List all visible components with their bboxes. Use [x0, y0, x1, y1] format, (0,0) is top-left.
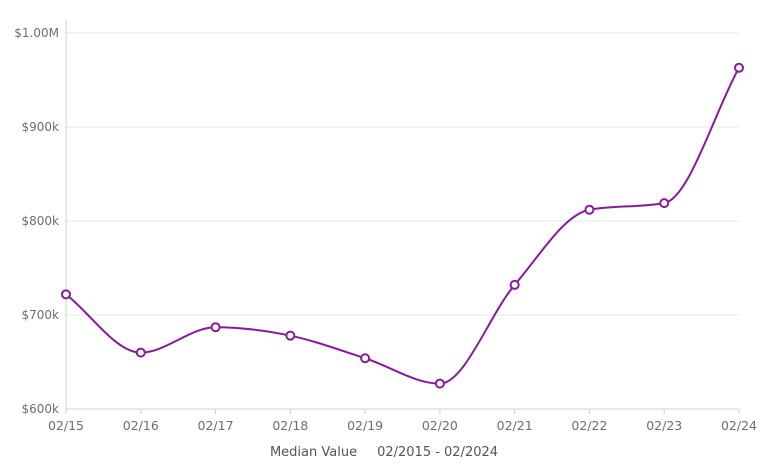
y-axis-ticks: $600k $700k $800k $900k $1.00M — [14, 26, 59, 416]
y-tick-label: $700k — [22, 308, 60, 322]
x-tick-label: 02/18 — [272, 418, 308, 433]
x-tick-label: 02/19 — [347, 418, 383, 433]
data-point[interactable] — [135, 347, 146, 358]
legend-range-label: 02/2015 - 02/2024 — [377, 445, 499, 460]
x-tick-label: 02/16 — [123, 418, 159, 433]
data-point[interactable] — [659, 198, 670, 209]
x-tick-label: 02/21 — [497, 418, 533, 433]
median-value-line — [65, 67, 740, 385]
x-tick-label: 02/15 — [48, 418, 84, 433]
data-point[interactable] — [285, 330, 296, 341]
gridlines — [66, 32, 739, 316]
data-point[interactable] — [210, 322, 221, 333]
x-tick-label: 02/22 — [571, 418, 607, 433]
y-tick-label: $600k — [22, 402, 60, 416]
x-tick-label: 02/20 — [422, 418, 458, 433]
x-tick-label: 02/17 — [198, 418, 234, 433]
data-point[interactable] — [509, 279, 520, 290]
y-tick-label: $800k — [22, 214, 60, 228]
chart-legend: Median Value 02/2015 - 02/2024 — [0, 445, 768, 460]
x-axis-ticks: 02/15 02/16 02/17 02/18 02/19 02/20 02/21 02/22… — [48, 409, 757, 433]
data-points — [61, 62, 744, 389]
data-point[interactable] — [360, 353, 371, 364]
x-tick-label: 02/24 — [721, 418, 757, 433]
x-tick-label: 02/23 — [646, 418, 682, 433]
legend-series-label[interactable]: Median Value — [269, 445, 358, 460]
y-tick-label: $1.00M — [14, 26, 59, 40]
y-tick-label: $900k — [22, 120, 60, 134]
data-point[interactable] — [61, 289, 71, 300]
data-point[interactable] — [434, 378, 445, 389]
data-point[interactable] — [734, 62, 744, 73]
data-point[interactable] — [584, 204, 595, 215]
